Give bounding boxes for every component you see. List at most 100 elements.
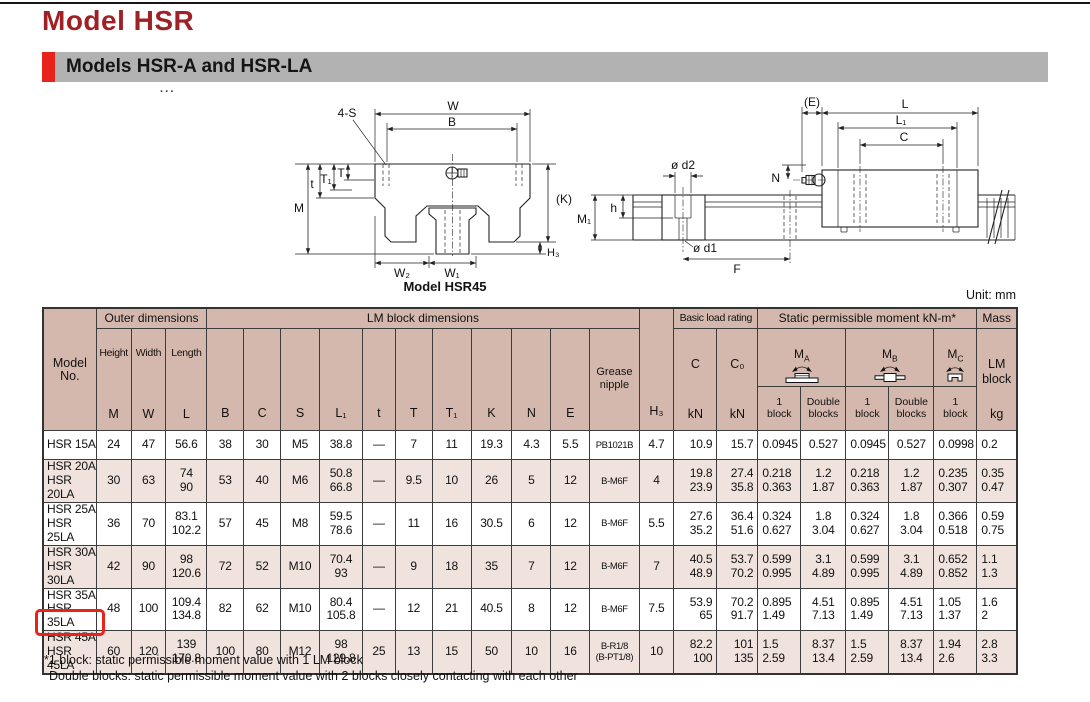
header-mass-lm-block: LM block kg [976, 327, 1018, 432]
model-no-cell: HSR 35A HSR 35LA [42, 587, 97, 632]
spec-cell: 8.37 13.4 [800, 630, 847, 675]
top-border-line [0, 2, 1090, 4]
dim-label-h3: H₃ [547, 247, 559, 259]
model-no-cell: HSR 30A HSR 30LA [42, 544, 97, 589]
spec-cell: 62 [243, 587, 282, 632]
section-header: Models HSR-A and HSR-LA [42, 52, 1048, 82]
spec-cell: 52 [243, 544, 282, 589]
header-lm-block-label: LM block [982, 357, 1012, 386]
header-ma: MA [757, 327, 847, 388]
spec-cell: 25 [361, 630, 396, 675]
header-t1: T₁ [431, 327, 472, 432]
spec-cell: 0.895 1.49 [757, 587, 802, 632]
spec-cell: 13 [394, 630, 433, 675]
spec-cell: M10 [280, 587, 320, 632]
spec-cell: 53.9 65 [673, 587, 718, 632]
table-row: HSR 25A HSR 25LA 36 70 83.1 102.2 57 45 M8 59.5… [42, 502, 1018, 546]
spec-cell: 0.324 0.627 [845, 502, 890, 546]
spec-cell: 19.8 23.9 [673, 459, 718, 504]
header-grease-nipple: Grease nipple [589, 327, 640, 432]
header-label-row: Height M Width W Length L B C S L₁ t T T₁ K… [43, 327, 1018, 432]
header-s: S [280, 327, 320, 432]
spec-cell: M6 [280, 459, 320, 504]
spec-cell: 0.0945 [845, 430, 890, 461]
moment-mb-icon [874, 366, 906, 383]
spec-cell: — [361, 544, 396, 589]
spec-cell: 7.5 [638, 587, 675, 632]
spec-cell: 30 [243, 430, 282, 461]
spec-cell: 18 [431, 544, 472, 589]
dim-label-n: N [771, 171, 780, 185]
spec-cell: 12 [550, 502, 591, 546]
spec-cell: 109.4 134.8 [165, 587, 208, 632]
unit-note: Unit: mm [966, 288, 1016, 302]
spec-cell: 74 90 [165, 459, 208, 504]
spec-cell: 1.8 3.04 [888, 502, 935, 546]
header-h3: H₃ [638, 307, 675, 432]
spec-cell: 7 [638, 544, 675, 589]
spec-cell: 0.0998 [933, 430, 978, 461]
dim-label-d1: ø d1 [693, 241, 717, 255]
side-view-lines [591, 107, 1016, 264]
spec-cell: 0.895 1.49 [845, 587, 890, 632]
spec-cell: M12 [280, 630, 320, 675]
dim-label-w1: W₁ [444, 266, 459, 280]
spec-cell: 12 [550, 587, 591, 632]
header-group-row: Model No. Outer dimensions LM block dime… [42, 307, 1018, 432]
header-length: Length L [165, 327, 208, 432]
spec-cell: 38 [206, 430, 245, 461]
spec-cell: B-R1/8 (B-PT1/8) [589, 630, 640, 675]
header-c0-load-unit: kN [729, 406, 745, 421]
spec-cell: 6 [511, 502, 552, 546]
model-no-cell: HSR 25A HSR 25LA [42, 502, 97, 546]
header-e: E [550, 327, 591, 432]
spec-cell: 35 [470, 544, 513, 589]
side-view-drawing: (E) L L₁ C N ø d2 h M₁ ø d1 F [577, 95, 1016, 276]
header-basic-load-rating: Basic load rating [673, 307, 759, 329]
spec-cell: 16 [431, 502, 472, 546]
dim-label-m1: M₁ [577, 212, 591, 226]
spec-cell: 30 [95, 459, 132, 504]
spec-cell: 0.235 0.307 [933, 459, 978, 504]
spec-cell: 72 [206, 544, 245, 589]
spec-cell: 40.5 [470, 587, 513, 632]
spec-cell: 48 [95, 587, 132, 632]
red-accent-bar [42, 52, 55, 82]
header-k: K [470, 327, 513, 432]
spec-cell: 1.6 2 [976, 587, 1018, 632]
spec-cell: 5.5 [550, 430, 591, 461]
spec-cell: 2.8 3.3 [976, 630, 1018, 675]
spec-cell: 0.324 0.627 [757, 502, 802, 546]
spec-cell: 4.7 [638, 430, 675, 461]
spec-cell: 12 [550, 544, 591, 589]
spec-cell: 50.8 66.8 [318, 459, 363, 504]
spec-cell: 70.4 93 [318, 544, 363, 589]
spec-cell: 21 [431, 587, 472, 632]
spec-cell: 1.05 1.37 [933, 587, 978, 632]
spec-cell: 82 [206, 587, 245, 632]
spec-cell: 53.7 70.2 [716, 544, 759, 589]
mc-label: MC [947, 346, 964, 363]
spec-cell: 27.6 35.2 [673, 502, 718, 546]
spec-cell: 56.6 [165, 430, 208, 461]
spec-cell: 98 120.6 [165, 544, 208, 589]
spec-cell: 0.527 [888, 430, 935, 461]
spec-cell: 60 [95, 630, 132, 675]
dim-label-tt: T [337, 166, 345, 180]
spec-cell: 70 [130, 502, 167, 546]
spec-cell: 98 129.8 [318, 630, 363, 675]
spec-cell: 11 [394, 502, 433, 546]
dim-label-m: M [294, 201, 304, 215]
spec-cell: 1.2 1.87 [800, 459, 847, 504]
spec-cell: 1.94 2.6 [933, 630, 978, 675]
spec-cell: 7 [511, 544, 552, 589]
cross-section-drawing: W B 4-S M t T₁ T (K) H₃ W₂ W₁ Model HSR4… [294, 99, 572, 294]
spec-cell: 100 [130, 587, 167, 632]
spec-cell: 11 [431, 430, 472, 461]
spec-cell: 0.59 0.75 [976, 502, 1018, 546]
header-w-symbol: W [142, 406, 155, 421]
spec-cell: B-M6F [589, 544, 640, 589]
spec-cell: B-M6F [589, 502, 640, 546]
header-c0-load: C₀ kN [716, 327, 759, 432]
